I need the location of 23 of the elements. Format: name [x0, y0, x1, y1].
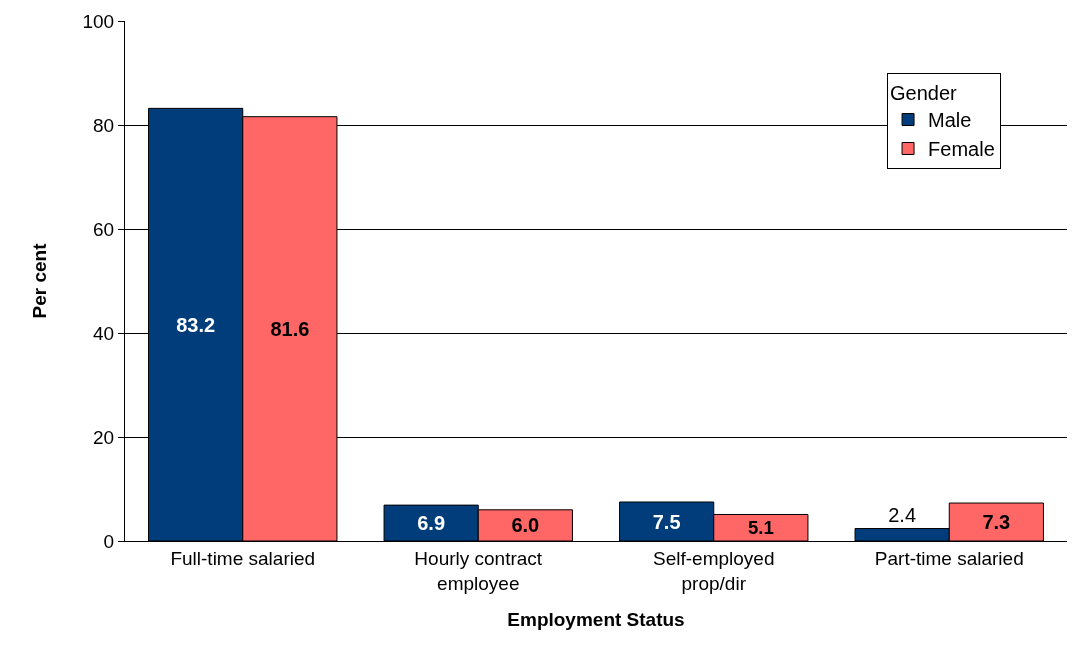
data-label: 6.0 — [511, 514, 540, 537]
data-label: 5.1 — [747, 517, 774, 539]
x-tick-label: Full-time salaried — [170, 547, 316, 569]
data-label: 7.5 — [652, 510, 681, 533]
y-tick-label: 20 — [93, 426, 115, 448]
y-axis-title: Per cent — [29, 242, 51, 319]
y-tick-label: 80 — [93, 114, 115, 136]
y-tick-label: 60 — [93, 218, 115, 240]
x-tick-label: Self-employed prop/dir — [653, 547, 775, 594]
x-tick-label: Part-time salaried — [874, 547, 1024, 569]
y-tick-label: 0 — [103, 530, 115, 552]
data-label: 2.4 — [888, 503, 917, 526]
data-label: 6.9 — [417, 512, 446, 535]
data-label: 7.3 — [982, 511, 1011, 534]
y-tick-label: 40 — [93, 322, 115, 344]
x-axis-title: Employment Status — [507, 609, 685, 631]
y-tick-label: 100 — [82, 10, 115, 32]
data-label: 83.2 — [176, 313, 216, 336]
legend-title: Gender — [890, 82, 958, 104]
x-tick-label: Hourly contract employee — [414, 547, 543, 594]
data-label: 81.6 — [270, 317, 310, 340]
legend-label: Male — [928, 109, 972, 132]
legend-label: Female — [928, 138, 995, 161]
